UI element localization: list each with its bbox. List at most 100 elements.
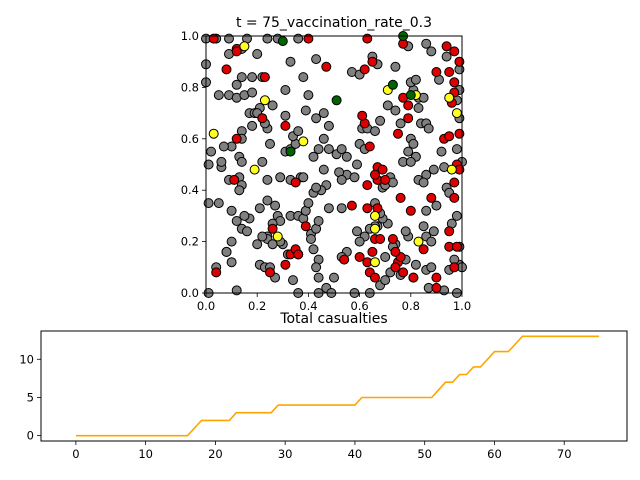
gray-point xyxy=(308,244,319,255)
gray-point xyxy=(313,216,324,226)
gray-point xyxy=(303,198,314,209)
gray-point xyxy=(318,133,329,144)
gray-point xyxy=(218,141,229,152)
gray-point xyxy=(242,226,252,237)
gray-point xyxy=(247,120,258,131)
red-point xyxy=(393,128,403,139)
gray-point xyxy=(262,174,273,185)
casualties-y-axis: 0 5 10 xyxy=(19,352,41,443)
x-tick-label: 30 xyxy=(278,447,293,461)
red-point xyxy=(454,128,465,139)
gray-point xyxy=(239,210,250,221)
yellow-point xyxy=(451,108,462,119)
red-point xyxy=(380,174,391,185)
yellow-point xyxy=(239,41,250,52)
gray-point xyxy=(323,203,334,214)
y-tick-label: 0 xyxy=(27,429,34,443)
red-point xyxy=(265,267,275,278)
gray-point xyxy=(405,156,416,167)
gray-point xyxy=(231,216,242,226)
gray-point xyxy=(336,144,347,155)
red-point xyxy=(403,100,414,111)
gray-point xyxy=(257,156,268,167)
red-point xyxy=(431,282,442,293)
gray-point xyxy=(226,205,237,216)
yellow-point xyxy=(446,164,457,175)
green-point xyxy=(285,146,296,157)
x-tick-label: 10 xyxy=(138,447,153,461)
gray-point xyxy=(213,198,224,209)
gray-point xyxy=(421,38,432,49)
red-point xyxy=(418,244,429,255)
scatter-x-axis: 0.0 0.2 0.4 0.6 0.8 1.0 xyxy=(197,293,471,313)
x-tick-label: 0.2 xyxy=(248,299,266,313)
casualties-axes-frame xyxy=(40,330,628,442)
y-tick-label: 0.4 xyxy=(181,183,199,197)
gray-point xyxy=(247,87,258,98)
yellow-point xyxy=(370,223,380,234)
red-point xyxy=(267,223,278,234)
red-point xyxy=(449,177,460,188)
gray-point xyxy=(226,236,237,247)
red-point xyxy=(303,33,314,44)
gray-point xyxy=(234,185,245,196)
gray-point xyxy=(318,108,329,119)
gray-point xyxy=(336,203,347,214)
gray-point xyxy=(311,113,322,124)
gray-point xyxy=(428,164,439,175)
red-point xyxy=(408,272,419,283)
gray-point xyxy=(408,138,419,149)
gray-point xyxy=(308,151,319,162)
gray-point xyxy=(206,146,217,157)
red-point xyxy=(403,113,414,124)
red-point xyxy=(377,164,388,175)
gray-point xyxy=(231,79,242,90)
gray-point xyxy=(247,72,258,83)
red-point xyxy=(231,133,242,144)
red-point xyxy=(346,200,357,211)
gray-point xyxy=(413,103,424,113)
red-point xyxy=(293,249,304,260)
gray-point xyxy=(313,144,324,155)
gray-point xyxy=(441,51,452,62)
gray-point xyxy=(221,246,232,257)
green-point xyxy=(277,36,288,47)
y-tick-label: 5 xyxy=(27,390,34,404)
gray-point xyxy=(390,105,401,116)
red-point xyxy=(370,272,380,283)
gray-point xyxy=(203,159,214,170)
red-point xyxy=(280,259,291,270)
red-point xyxy=(229,174,240,185)
x-tick-label: 0.6 xyxy=(350,299,368,313)
y-tick-label: 1.0 xyxy=(181,29,199,43)
x-tick-label: 1.0 xyxy=(453,299,471,313)
red-point xyxy=(367,246,378,257)
red-point xyxy=(364,141,375,152)
gray-point xyxy=(352,159,362,170)
red-point xyxy=(444,67,455,77)
red-point xyxy=(367,56,378,67)
red-point xyxy=(390,246,401,257)
gray-point xyxy=(280,85,291,95)
red-point xyxy=(451,241,462,252)
gray-point xyxy=(403,146,414,157)
gray-point xyxy=(390,61,401,72)
gray-point xyxy=(382,100,393,111)
gray-point xyxy=(303,90,314,101)
red-point xyxy=(449,46,460,57)
red-point xyxy=(231,46,242,57)
gray-point xyxy=(375,115,386,126)
scatter-title: t = 75_vaccination_rate_0.3 xyxy=(236,15,432,31)
red-point xyxy=(339,254,350,265)
yellow-point xyxy=(208,128,219,139)
gray-point xyxy=(257,231,268,242)
gray-point xyxy=(311,262,322,273)
gray-point xyxy=(354,236,365,247)
red-point xyxy=(431,272,442,283)
red-point xyxy=(257,113,268,124)
red-point xyxy=(426,192,437,203)
red-point xyxy=(431,67,442,77)
red-point xyxy=(398,267,409,278)
green-point xyxy=(387,79,398,90)
gray-point xyxy=(380,252,391,262)
